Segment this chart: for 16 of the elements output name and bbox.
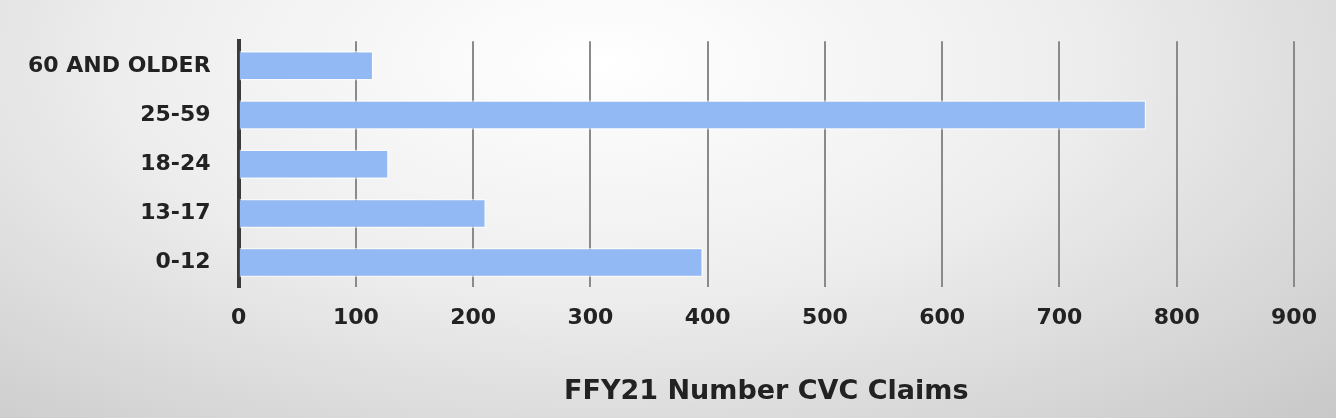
x-tick-label: 500 bbox=[801, 304, 848, 330]
y-tick-label: 0-12 bbox=[155, 248, 211, 274]
x-tick-label: 300 bbox=[567, 304, 614, 330]
y-tick-label: 13-17 bbox=[140, 199, 211, 225]
x-tick-label: 800 bbox=[1153, 304, 1200, 330]
x-tick-label: 400 bbox=[684, 304, 731, 330]
x-tick-label: 0 bbox=[230, 304, 247, 330]
x-axis-title: FFY21 Number CVC Claims bbox=[564, 373, 969, 405]
x-tick-label: 200 bbox=[450, 304, 497, 330]
y-tick-label: 60 AND OLDER bbox=[27, 51, 211, 77]
y-tick-label: 18-24 bbox=[140, 149, 211, 175]
x-tick-label: 900 bbox=[1271, 304, 1317, 330]
y-tick-label: 25-59 bbox=[140, 100, 211, 126]
x-tick-label: 600 bbox=[919, 304, 966, 330]
x-tick-label: 700 bbox=[1036, 304, 1083, 330]
x-tick-label: 100 bbox=[332, 304, 379, 330]
